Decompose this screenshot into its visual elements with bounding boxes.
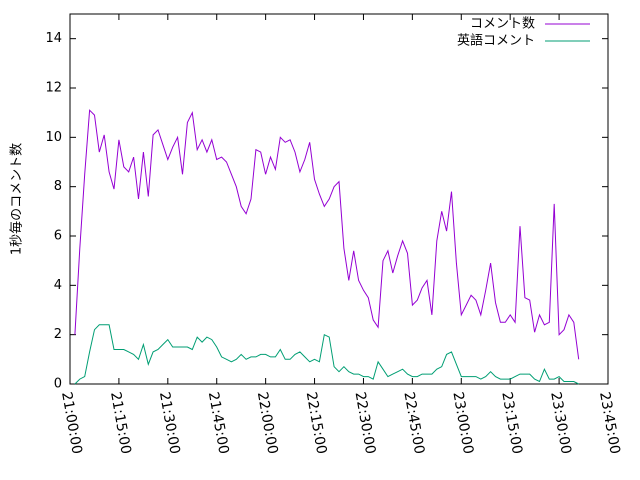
x-tick-label: 21:15:00 — [107, 391, 134, 456]
series-line — [74, 109, 580, 360]
x-tick-label: 22:45:00 — [400, 391, 427, 456]
x-tick-label: 23:00:00 — [449, 391, 476, 456]
x-tick-label: 22:00:00 — [254, 391, 281, 456]
plot-border — [69, 13, 609, 385]
x-tick-label: 21:45:00 — [205, 391, 232, 456]
x-tick-label: 22:15:00 — [303, 391, 330, 456]
y-tick-label: 2 — [54, 327, 62, 342]
series-line — [74, 324, 579, 385]
legend-label: 英語コメント — [457, 33, 535, 49]
y-axis-label: 1秒毎のコメント数 — [9, 143, 25, 255]
y-tick-label: 10 — [45, 130, 62, 145]
x-tick-label: 23:30:00 — [547, 391, 574, 456]
y-tick-label: 4 — [54, 278, 62, 293]
y-tick-label: 14 — [45, 31, 62, 46]
x-tick-label: 22:30:00 — [352, 391, 379, 456]
x-tick-label: 23:15:00 — [498, 391, 525, 456]
y-tick-label: 6 — [54, 229, 62, 244]
y-tick-label: 8 — [54, 179, 62, 194]
y-tick-label: 0 — [54, 377, 62, 392]
legend-label: コメント数 — [470, 17, 535, 32]
x-tick-label: 21:00:00 — [58, 391, 85, 456]
x-tick-label: 21:30:00 — [156, 391, 183, 456]
y-tick-label: 12 — [45, 81, 62, 96]
x-tick-label: 23:45:00 — [596, 391, 623, 456]
